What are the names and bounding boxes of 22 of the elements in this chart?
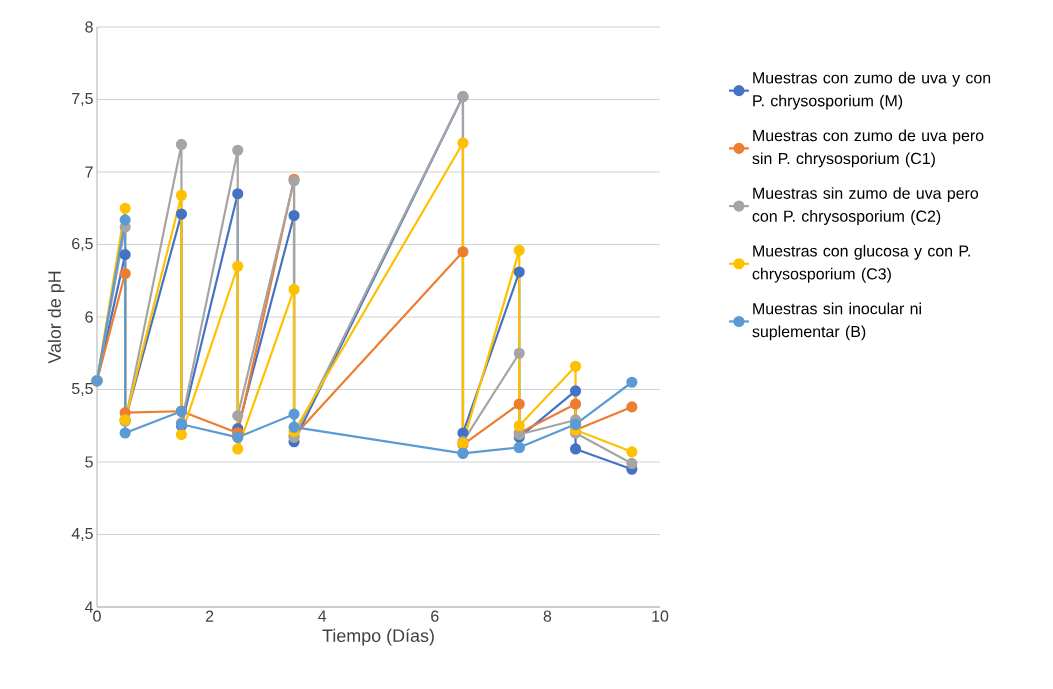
- x-tick-label: 10: [652, 610, 669, 622]
- y-tick-label: 5,5: [71, 382, 93, 396]
- y-tick-label: 6,5: [72, 237, 93, 252]
- legend-label: Muestras sin zumo de uva pero con P. chrysosporium (C2): [752, 187, 979, 225]
- x-tick-label: 2: [205, 610, 214, 622]
- legend-label: Muestras con zumo de uva pero sin P. chrysosporium (C1): [752, 129, 984, 168]
- y-tick-label: 5: [85, 456, 93, 468]
- x-tick-label: 0: [93, 610, 101, 622]
- y-tick-label: 4: [84, 601, 94, 613]
- y-tick-label: 6: [85, 311, 93, 323]
- y-tick-label: 7: [85, 166, 93, 178]
- y-tick-label: 4,5: [71, 527, 93, 541]
- x-tick-label: 8: [543, 610, 552, 622]
- legend-label: Muestras sin inocular ni suplementar (B): [752, 302, 921, 341]
- x-tick-label: 4: [318, 610, 327, 622]
- y-tick-label: 8: [85, 21, 93, 33]
- x-tick-label: 6: [431, 610, 439, 622]
- legend-label: Muestras con zumo de uva y con P. chrysosporium (M): [753, 71, 991, 110]
- legend-label: Muestras con glucosa y con P. chrysosporium (C3): [752, 244, 970, 283]
- y-axis-title: Valor de pH: [47, 271, 65, 364]
- y-tick-label: 7,5: [72, 92, 93, 106]
- x-axis-title: Tiempo (Días): [322, 628, 434, 646]
